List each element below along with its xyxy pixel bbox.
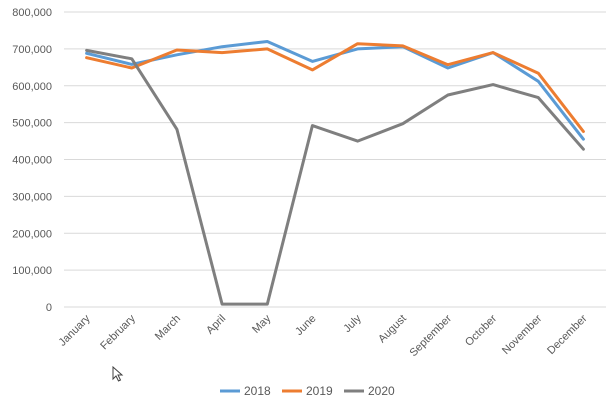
legend-label-2020: 2020 xyxy=(368,384,395,398)
gridlines xyxy=(64,11,606,308)
y-tick-label: 300,000 xyxy=(12,191,52,203)
legend-label-2019: 2019 xyxy=(306,384,333,398)
x-tick-label: April xyxy=(204,313,228,337)
mouse-pointer-icon xyxy=(112,366,124,382)
x-tick-label: December xyxy=(545,312,590,357)
x-tick-label: May xyxy=(250,312,274,336)
x-tick-label: January xyxy=(57,312,94,349)
x-tick-label: November xyxy=(500,312,545,357)
legend: 2018 2019 2020 xyxy=(220,384,395,398)
y-tick-label: 200,000 xyxy=(12,228,52,240)
series-lines xyxy=(85,40,585,306)
series-line-2019 xyxy=(85,42,585,133)
y-tick-label: 400,000 xyxy=(12,155,52,167)
x-tick-label: June xyxy=(293,313,318,338)
y-tick-label: 700,000 xyxy=(12,44,52,56)
y-tick-label: 500,000 xyxy=(12,118,52,130)
y-tick-label: 0 xyxy=(46,302,52,314)
x-axis-ticks: January February March April May June July Augu… xyxy=(57,312,590,359)
legend-label-2018: 2018 xyxy=(244,384,271,398)
x-tick-label: August xyxy=(376,313,409,346)
x-tick-label: February xyxy=(98,312,138,352)
x-tick-label: September xyxy=(408,312,455,359)
y-tick-label: 600,000 xyxy=(12,81,52,93)
series-line-2020 xyxy=(85,48,585,306)
y-tick-label: 800,000 xyxy=(12,7,52,19)
y-tick-label: 100,000 xyxy=(12,265,52,277)
x-tick-label: July xyxy=(341,312,364,335)
x-tick-label: October xyxy=(463,312,499,348)
x-tick-label: March xyxy=(153,313,183,343)
y-axis-ticks: 0 100,000 200,000 300,000 400,000 500,000 600,… xyxy=(12,7,52,314)
